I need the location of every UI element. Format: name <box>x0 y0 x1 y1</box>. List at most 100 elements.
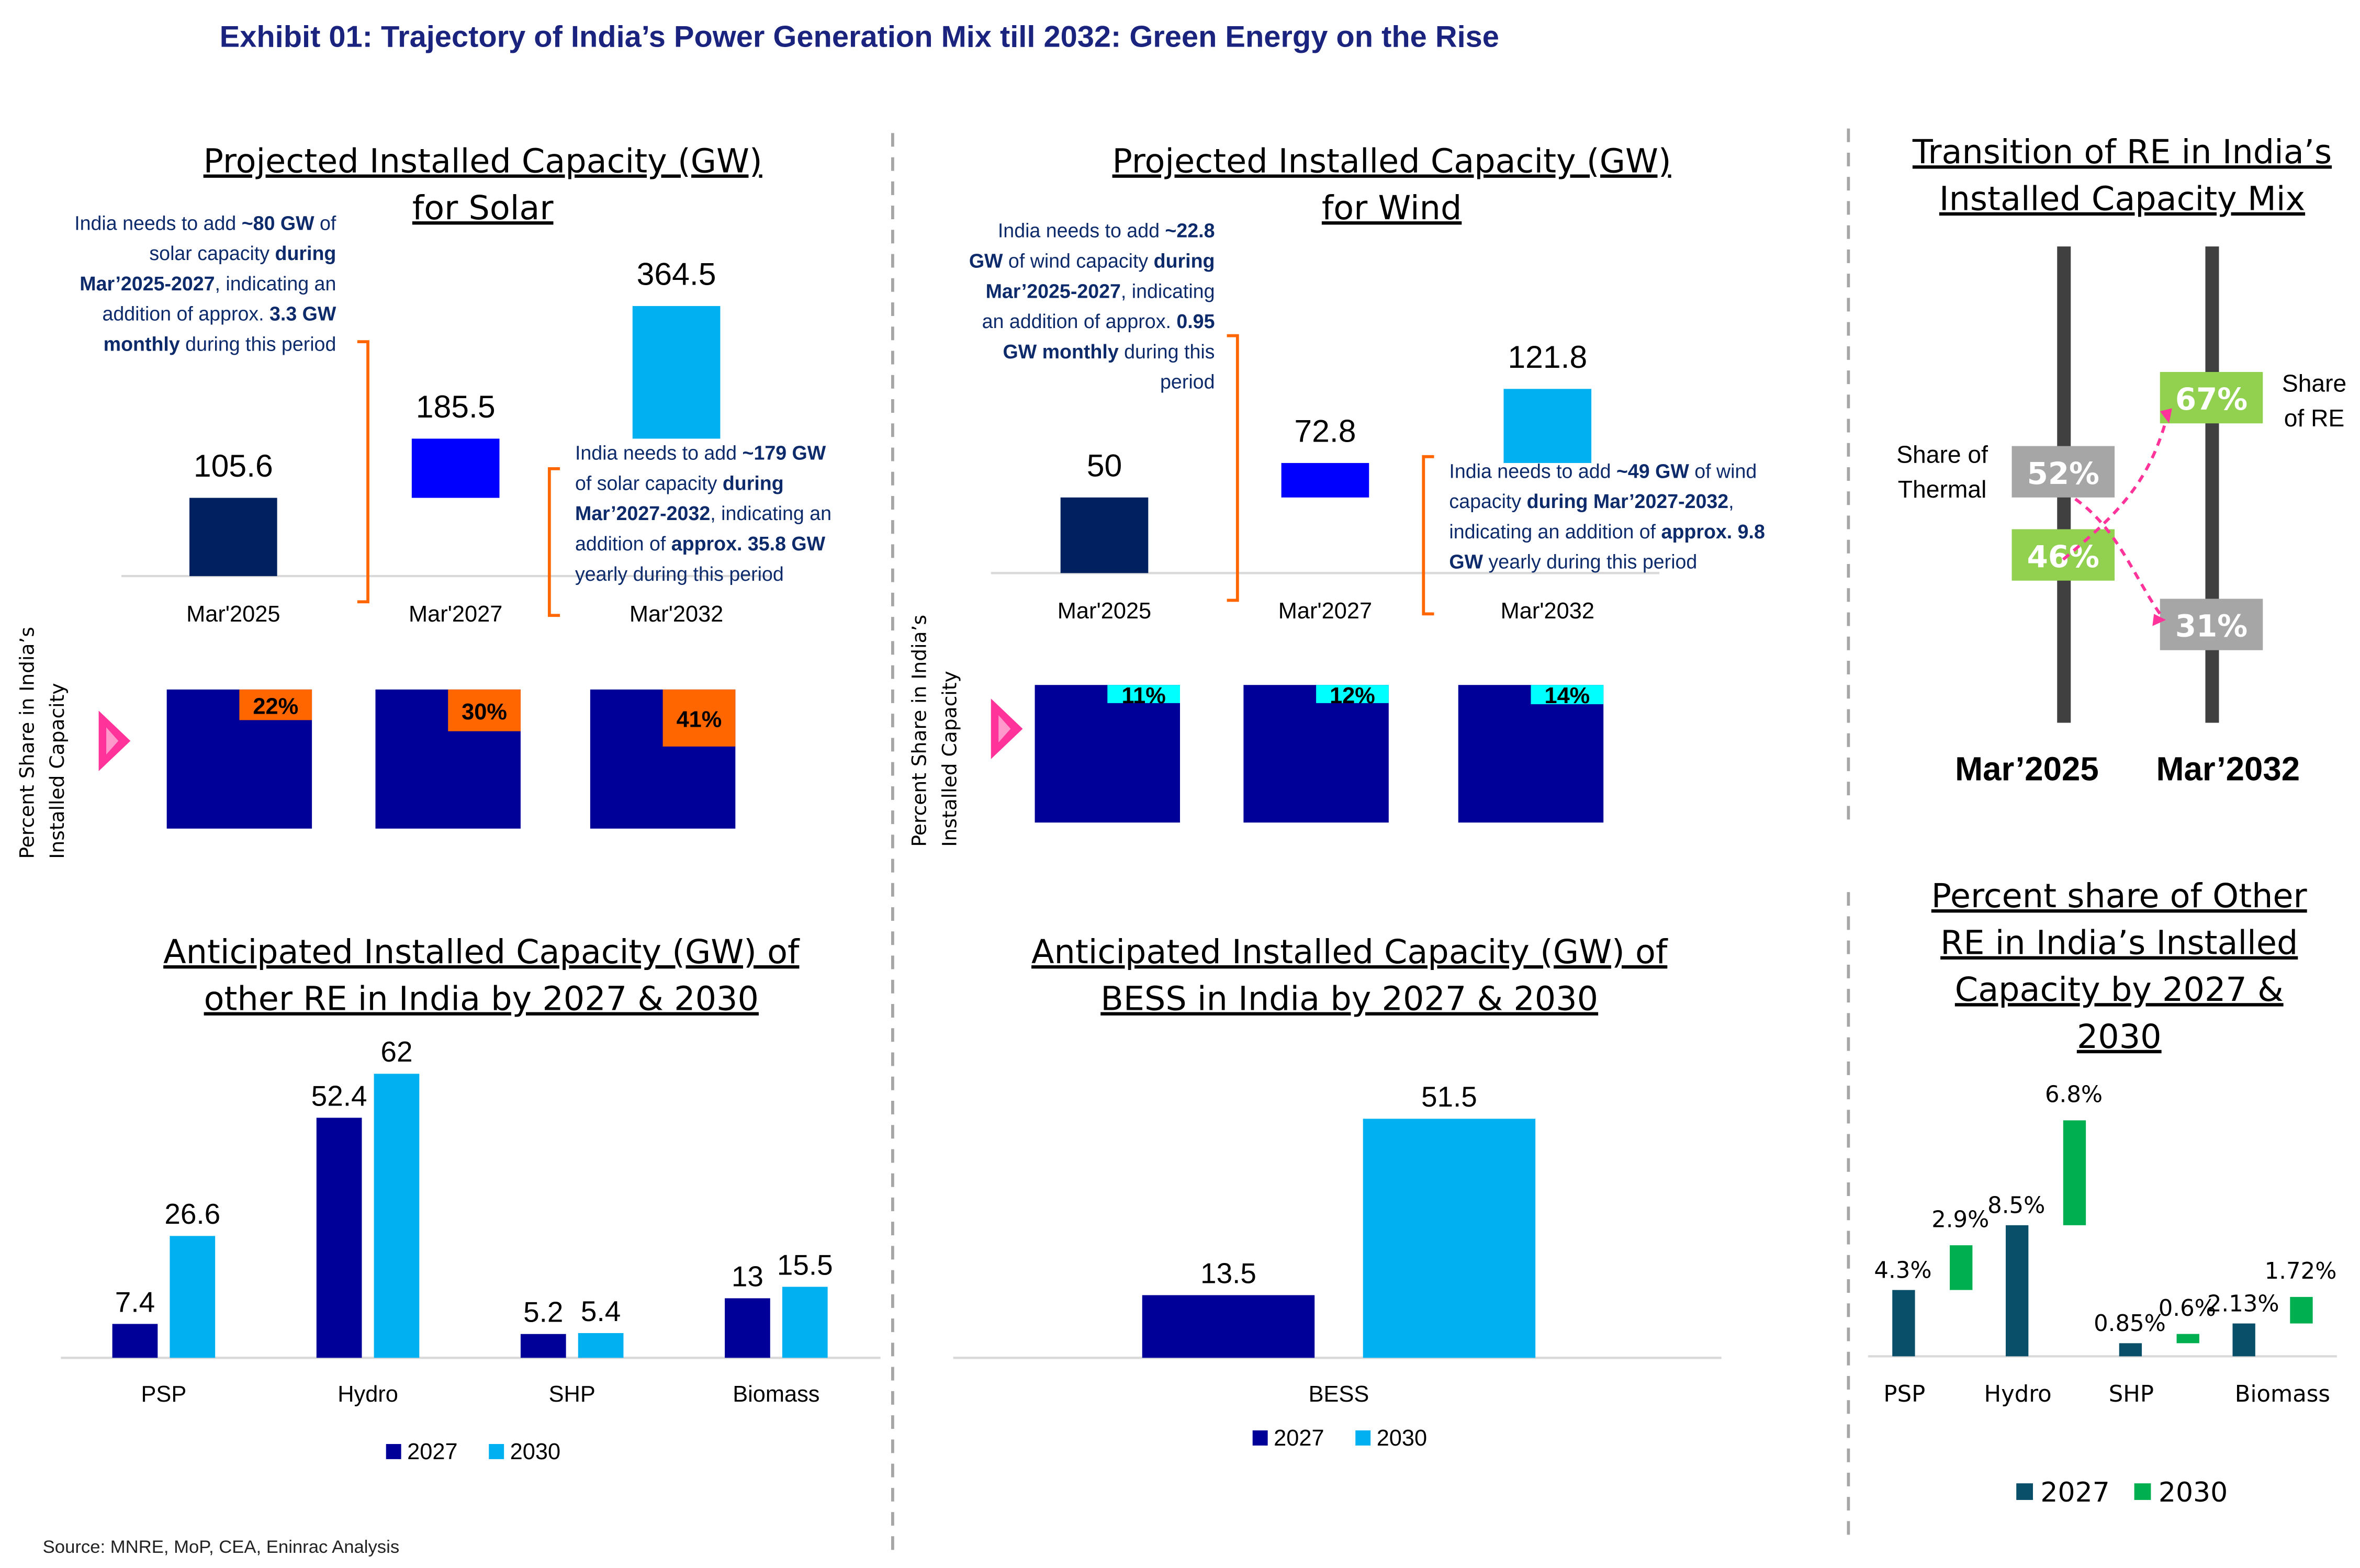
other-re-title-line: other RE in India by 2027 & 2030 <box>204 979 759 1018</box>
other-re-bar <box>170 1236 216 1358</box>
wind-annotation-1-line: India needs to add ~22.8 <box>998 220 1215 242</box>
solar-annotation-1-line: India needs to add ~80 GW of <box>74 212 336 234</box>
solar-annotation-1-segment: of <box>314 212 336 234</box>
wind-annotation-2-segment: capacity <box>1449 490 1526 512</box>
wind-data-label: 121.8 <box>1508 339 1587 375</box>
wind-bar <box>1060 497 1149 573</box>
solar-bar <box>411 438 500 498</box>
other-re-data-label: 62 <box>380 1035 412 1068</box>
solar-annotation-1-line: addition of approx. 3.3 GW <box>102 303 336 325</box>
solar-share-share-fill <box>239 689 312 720</box>
solar-annotation-1-segment: 3.3 GW <box>269 303 336 325</box>
solar-annotation-1-line: solar capacity during <box>149 242 336 264</box>
solar-tick-label: Mar'2032 <box>630 602 723 627</box>
wind-annotation-1-line: Mar’2025-2027, indicating <box>986 280 1215 302</box>
solar-annotation-2-segment: of solar capacity <box>575 472 723 494</box>
other-re-share-data-label: 6.8% <box>2045 1082 2103 1108</box>
other-re-share-legend-label: 2030 <box>2159 1477 2228 1508</box>
solar-annotation-2-segment: ~179 GW <box>743 442 826 464</box>
solar-annotation-1-segment: addition of approx. <box>102 303 269 325</box>
wind-tick-label: Mar'2025 <box>1058 599 1151 624</box>
wind-share-share-fill <box>1107 685 1180 703</box>
other-re-tick-label: PSP <box>141 1382 187 1407</box>
solar-share-data-label: 41% <box>677 707 722 732</box>
dividers <box>891 128 1850 1558</box>
wind-annotation-2-segment: India needs to add <box>1449 460 1616 482</box>
wind-annotation-2-line: India needs to add ~49 GW of wind <box>1449 460 1757 482</box>
transition-arrow-thermal <box>2074 498 2162 615</box>
other-re-bar <box>374 1074 420 1358</box>
transition-tick-label: Mar’2025 <box>1955 750 2099 787</box>
other-re-share-data-label: 2.13% <box>2207 1291 2279 1317</box>
other-re-share-legend-swatch <box>2016 1483 2033 1500</box>
solar-annotation-2-line: addition of approx. 35.8 GW <box>575 533 826 555</box>
wind-annotation-2-segment: approx. 9.8 <box>1661 521 1765 543</box>
bess-bar <box>1142 1295 1315 1358</box>
other-re-legend-label: 2030 <box>510 1439 560 1464</box>
solar-bracket-1 <box>357 340 369 604</box>
bess-bar <box>1363 1119 1536 1358</box>
wind-annotation-1-line: period <box>1160 371 1215 393</box>
wind-annotation-1-segment: of wind capacity <box>1003 250 1154 272</box>
solar-share-data-label: 22% <box>253 694 298 719</box>
other-re-bar <box>578 1333 624 1358</box>
other-re-data-label: 15.5 <box>777 1248 833 1281</box>
transition-box <box>2011 446 2115 498</box>
wind-annotation-1-segment: ~22.8 <box>1165 220 1215 242</box>
transition-box <box>2160 599 2263 650</box>
other-re-bar <box>725 1298 770 1358</box>
arrowhead-icon <box>2160 408 2172 424</box>
other-re-share-bar-2027 <box>1892 1290 1915 1357</box>
other-re-share-bar-2030 <box>2063 1120 2086 1225</box>
wind-share-ylabel: Installed Capacity <box>938 671 961 847</box>
solar-annotation-2-line: India needs to add ~179 GW <box>575 442 826 464</box>
solar-annotation-2-segment: yearly during this period <box>575 563 784 585</box>
other-re-share-title-line: Capacity by 2027 & <box>1955 970 2284 1009</box>
wind-annotation-1-segment: Mar’2025-2027 <box>986 280 1121 302</box>
wind-annotation-2-line: GW yearly during this period <box>1449 551 1697 573</box>
wind-annotation-1-line: GW of wind capacity during <box>969 250 1215 272</box>
other-re-data-label: 13 <box>732 1260 763 1292</box>
transition-box-label: 52% <box>2027 456 2099 491</box>
wind-bracket-2 <box>1422 455 1434 616</box>
arrowhead-icon <box>2152 614 2166 626</box>
other-re-bar <box>316 1118 362 1358</box>
bess-tick-label: BESS <box>1309 1382 1369 1407</box>
bess-legend-swatch <box>1252 1430 1268 1446</box>
solar-data-label: 105.6 <box>194 448 273 483</box>
wind-annotation-1-line: an addition of approx. 0.95 <box>982 310 1215 332</box>
other-re-legend-label: 2027 <box>407 1439 457 1464</box>
solar-title-line: Projected Installed Capacity (GW) <box>204 141 762 180</box>
other-re-share-title-line: 2030 <box>2077 1017 2162 1056</box>
other-re-share-bar-2030 <box>2290 1296 2313 1324</box>
other-re-share-tick-label: PSP <box>1883 1381 1925 1407</box>
other-re-share-data-label: 1.72% <box>2265 1258 2337 1284</box>
wind-annotation-2-line: capacity during Mar’2027-2032, <box>1449 490 1734 512</box>
wind-bar <box>1503 389 1592 463</box>
transition-arrow-re <box>2062 420 2168 561</box>
transition-box-label: 67% <box>2175 381 2247 417</box>
wind-annotation-1-segment: GW monthly <box>1003 341 1119 363</box>
other-re-share-legend-swatch <box>2134 1483 2151 1500</box>
solar-annotation-1-segment: India needs to add <box>74 212 242 234</box>
other-re-share-tick-label: SHP <box>2109 1381 2154 1407</box>
wind-share-data-label: 11% <box>1121 683 1165 708</box>
solar-annotation-1-segment: Mar’2025-2027 <box>80 273 215 295</box>
wind-annotation-1-line: GW monthly during this <box>1003 341 1215 363</box>
solar-annotation-2-segment: Mar’2027-2032 <box>575 502 710 524</box>
transition-tick-label: Mar’2032 <box>2156 750 2300 787</box>
wind-annotation-2-segment: of wind <box>1689 460 1757 482</box>
other-re-tick-label: Biomass <box>733 1382 819 1407</box>
other-re-bar <box>782 1287 828 1358</box>
other-re-share-data-label: 4.3% <box>1874 1258 1931 1284</box>
wind-annotation-1-segment: GW <box>969 250 1003 272</box>
wind-annotation-1-segment: , indicating <box>1121 280 1215 302</box>
wind-share-data-label: 14% <box>1544 683 1590 708</box>
solar-share-share-fill <box>448 689 521 731</box>
solar-bracket-2 <box>547 467 560 617</box>
wind-annotation-2-segment: , <box>1728 490 1734 512</box>
other-re-legend-swatch <box>386 1444 401 1459</box>
solar-title-line: for Solar <box>412 188 554 227</box>
solar-annotation-1-segment: ~80 GW <box>242 212 314 234</box>
